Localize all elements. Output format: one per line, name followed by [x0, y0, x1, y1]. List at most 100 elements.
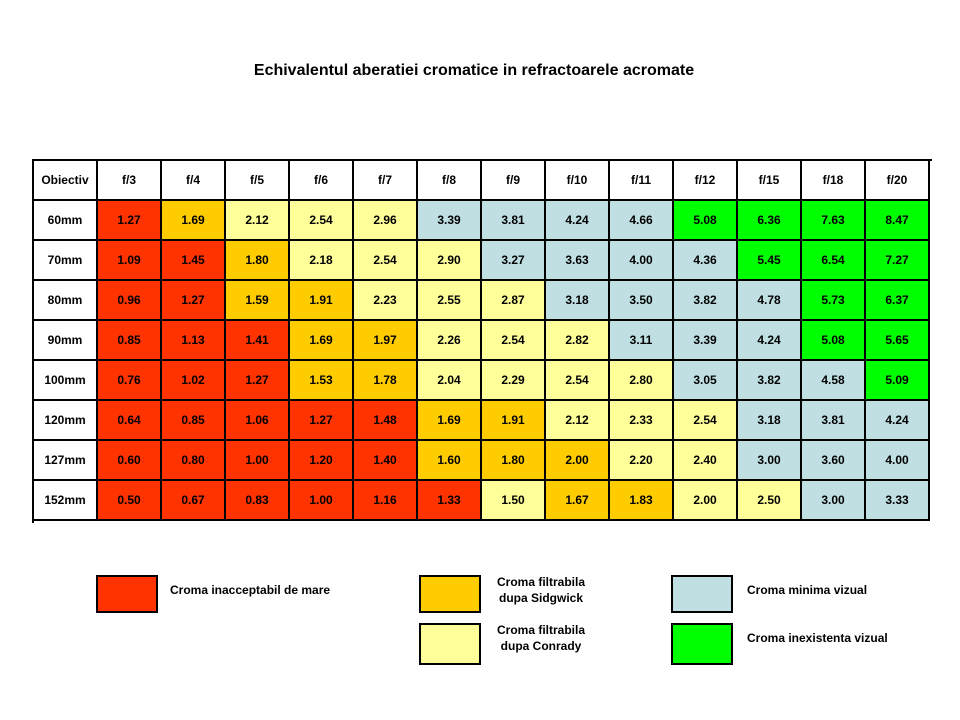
corner-header: Obiectiv [34, 161, 98, 201]
data-cell: 2.20 [610, 441, 674, 481]
data-cell: 2.29 [482, 361, 546, 401]
data-cell: 2.54 [482, 321, 546, 361]
data-cell: 3.18 [546, 281, 610, 321]
data-cell: 1.80 [226, 241, 290, 281]
data-cell: 1.50 [482, 481, 546, 521]
chart-title: Echivalentul aberatiei cromatice in refr… [253, 62, 695, 79]
data-cell: 2.96 [354, 201, 418, 241]
row-header: 100mm [34, 361, 98, 401]
data-cell: 2.40 [674, 441, 738, 481]
data-cell: 5.08 [674, 201, 738, 241]
data-cell: 4.78 [738, 281, 802, 321]
data-cell: 2.50 [738, 481, 802, 521]
data-cell: 1.80 [482, 441, 546, 481]
data-cell: 2.54 [546, 361, 610, 401]
data-cell: 1.16 [354, 481, 418, 521]
data-cell: 2.54 [290, 201, 354, 241]
data-cell: 1.13 [162, 321, 226, 361]
data-cell: 2.55 [418, 281, 482, 321]
legend-label-conrady: Croma filtrabila dupa Conrady [496, 623, 586, 653]
column-header: f/7 [354, 161, 418, 201]
data-cell: 2.80 [610, 361, 674, 401]
data-cell: 1.69 [162, 201, 226, 241]
data-cell: 5.09 [866, 361, 930, 401]
data-cell: 1.67 [546, 481, 610, 521]
data-cell: 3.60 [802, 441, 866, 481]
data-cell: 3.05 [674, 361, 738, 401]
data-cell: 1.53 [290, 361, 354, 401]
column-header: f/3 [98, 161, 162, 201]
legend-swatch-sidgwick [419, 575, 481, 613]
data-cell: 0.96 [98, 281, 162, 321]
data-cell: 0.85 [98, 321, 162, 361]
data-cell: 3.81 [802, 401, 866, 441]
data-cell: 1.97 [354, 321, 418, 361]
data-cell: 4.66 [610, 201, 674, 241]
data-cell: 6.54 [802, 241, 866, 281]
data-cell: 4.36 [674, 241, 738, 281]
data-cell: 1.91 [290, 281, 354, 321]
legend-swatch-minimal [671, 575, 733, 613]
column-header: f/18 [802, 161, 866, 201]
data-cell: 7.63 [802, 201, 866, 241]
column-header: f/4 [162, 161, 226, 201]
data-cell: 1.27 [98, 201, 162, 241]
data-cell: 2.12 [226, 201, 290, 241]
legend-swatch-conrady [419, 623, 481, 665]
data-cell: 2.00 [546, 441, 610, 481]
data-cell: 3.00 [802, 481, 866, 521]
data-cell: 1.27 [290, 401, 354, 441]
column-header: f/9 [482, 161, 546, 201]
data-cell: 0.67 [162, 481, 226, 521]
column-header: f/12 [674, 161, 738, 201]
row-header: 127mm [34, 441, 98, 481]
column-header: f/20 [866, 161, 930, 201]
data-cell: 3.39 [674, 321, 738, 361]
row-header: 152mm [34, 481, 98, 521]
data-cell: 2.23 [354, 281, 418, 321]
data-cell: 2.26 [418, 321, 482, 361]
data-cell: 2.33 [610, 401, 674, 441]
row-header: 90mm [34, 321, 98, 361]
data-cell: 0.64 [98, 401, 162, 441]
column-header: f/11 [610, 161, 674, 201]
data-cell: 0.76 [98, 361, 162, 401]
legend-swatch-nonexistent [671, 623, 733, 665]
data-cell: 1.40 [354, 441, 418, 481]
column-header: f/15 [738, 161, 802, 201]
data-cell: 0.50 [98, 481, 162, 521]
data-cell: 1.02 [162, 361, 226, 401]
data-cell: 3.63 [546, 241, 610, 281]
legend-label-nonexistent: Croma inexistenta vizual [747, 631, 888, 645]
data-cell: 3.27 [482, 241, 546, 281]
data-cell: 1.33 [418, 481, 482, 521]
data-cell: 1.45 [162, 241, 226, 281]
legend-label-unacceptable: Croma inacceptabil de mare [170, 583, 331, 597]
data-cell: 2.54 [674, 401, 738, 441]
data-cell: 2.04 [418, 361, 482, 401]
data-cell: 1.48 [354, 401, 418, 441]
data-cell: 5.73 [802, 281, 866, 321]
data-cell: 1.27 [226, 361, 290, 401]
data-cell: 1.78 [354, 361, 418, 401]
legend-label-sidgwick: Croma filtrabila dupa Sidgwick [496, 575, 586, 605]
data-cell: 4.24 [546, 201, 610, 241]
legend-label-minimal: Croma minima vizual [747, 583, 868, 597]
data-cell: 2.82 [546, 321, 610, 361]
data-cell: 1.91 [482, 401, 546, 441]
data-cell: 5.65 [866, 321, 930, 361]
data-cell: 6.36 [738, 201, 802, 241]
data-cell: 3.50 [610, 281, 674, 321]
data-cell: 2.00 [674, 481, 738, 521]
row-header: 80mm [34, 281, 98, 321]
data-cell: 3.11 [610, 321, 674, 361]
column-header: f/5 [226, 161, 290, 201]
data-cell: 1.27 [162, 281, 226, 321]
row-header: 70mm [34, 241, 98, 281]
column-header: f/10 [546, 161, 610, 201]
data-cell: 1.60 [418, 441, 482, 481]
data-cell: 1.69 [290, 321, 354, 361]
data-cell: 4.00 [866, 441, 930, 481]
data-cell: 2.87 [482, 281, 546, 321]
data-cell: 2.90 [418, 241, 482, 281]
